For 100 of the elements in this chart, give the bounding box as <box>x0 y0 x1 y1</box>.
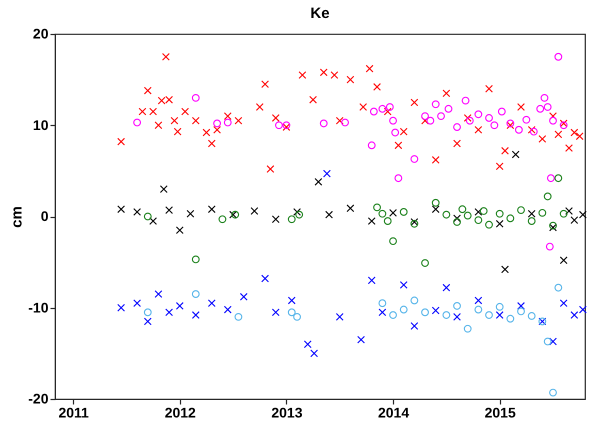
point <box>421 308 429 316</box>
point <box>368 276 376 284</box>
point <box>538 135 546 143</box>
point <box>359 103 368 111</box>
point <box>138 108 146 116</box>
point <box>560 210 568 218</box>
point <box>154 121 162 130</box>
point <box>165 206 174 214</box>
point <box>373 203 381 212</box>
point <box>462 96 470 105</box>
y-axis-title: cm <box>8 206 26 228</box>
point <box>394 174 402 182</box>
point <box>544 192 552 200</box>
point <box>272 215 280 224</box>
point <box>528 210 536 218</box>
point <box>496 220 504 228</box>
point <box>192 116 200 125</box>
point <box>176 226 184 234</box>
y-tick-label: -10 <box>28 299 49 316</box>
point <box>400 306 408 314</box>
point <box>224 306 232 314</box>
point <box>394 141 402 150</box>
y-tick-label: 0 <box>40 208 49 224</box>
point <box>192 311 200 319</box>
x-tick-label: 2015 <box>484 404 516 420</box>
point <box>538 208 546 217</box>
point <box>437 112 445 120</box>
point <box>117 304 126 312</box>
x-tick-label: 2012 <box>164 404 196 420</box>
point <box>202 128 210 136</box>
point <box>323 170 331 178</box>
point <box>453 214 461 222</box>
point <box>357 336 365 344</box>
point <box>133 208 142 216</box>
point <box>384 108 392 116</box>
point <box>368 141 376 150</box>
point <box>410 155 418 163</box>
point <box>501 146 509 155</box>
point <box>554 174 562 182</box>
point <box>192 255 200 264</box>
point <box>576 132 584 140</box>
point <box>250 207 258 215</box>
point <box>386 103 394 111</box>
point <box>336 116 344 125</box>
point <box>288 215 296 224</box>
point <box>501 266 509 274</box>
point <box>546 242 554 251</box>
point <box>544 338 552 346</box>
point <box>496 302 504 311</box>
point <box>368 217 376 225</box>
point <box>554 284 562 292</box>
point <box>389 116 397 125</box>
point <box>432 198 440 207</box>
point <box>453 312 461 321</box>
point <box>378 210 386 218</box>
point <box>275 121 283 130</box>
point <box>144 86 152 94</box>
point <box>320 68 328 76</box>
point <box>464 212 472 220</box>
point <box>514 126 523 134</box>
point <box>578 306 587 314</box>
point <box>496 210 504 218</box>
point <box>410 98 418 106</box>
point <box>208 205 216 214</box>
point <box>192 94 200 102</box>
point <box>162 52 170 61</box>
point <box>133 118 142 126</box>
point <box>330 71 338 79</box>
point <box>400 128 408 136</box>
point <box>570 311 578 319</box>
point <box>442 89 450 98</box>
point <box>506 214 514 222</box>
point <box>176 302 184 310</box>
point <box>496 162 504 170</box>
point <box>498 108 506 116</box>
point <box>540 94 548 102</box>
point <box>373 83 381 91</box>
point <box>174 128 182 136</box>
point <box>485 84 493 93</box>
point <box>165 96 174 104</box>
point <box>517 302 525 310</box>
point <box>466 116 474 125</box>
point <box>485 311 493 319</box>
point <box>485 220 493 229</box>
point <box>458 205 466 214</box>
point <box>442 210 450 219</box>
point <box>229 210 237 219</box>
point <box>464 114 472 122</box>
point <box>170 116 178 125</box>
point <box>474 110 482 118</box>
point <box>506 314 514 323</box>
point <box>560 256 568 264</box>
point <box>370 108 378 116</box>
point <box>444 104 452 113</box>
point <box>554 130 562 138</box>
point <box>453 302 461 310</box>
point <box>410 322 418 330</box>
point <box>389 311 397 319</box>
point <box>421 112 429 120</box>
point <box>149 108 158 116</box>
